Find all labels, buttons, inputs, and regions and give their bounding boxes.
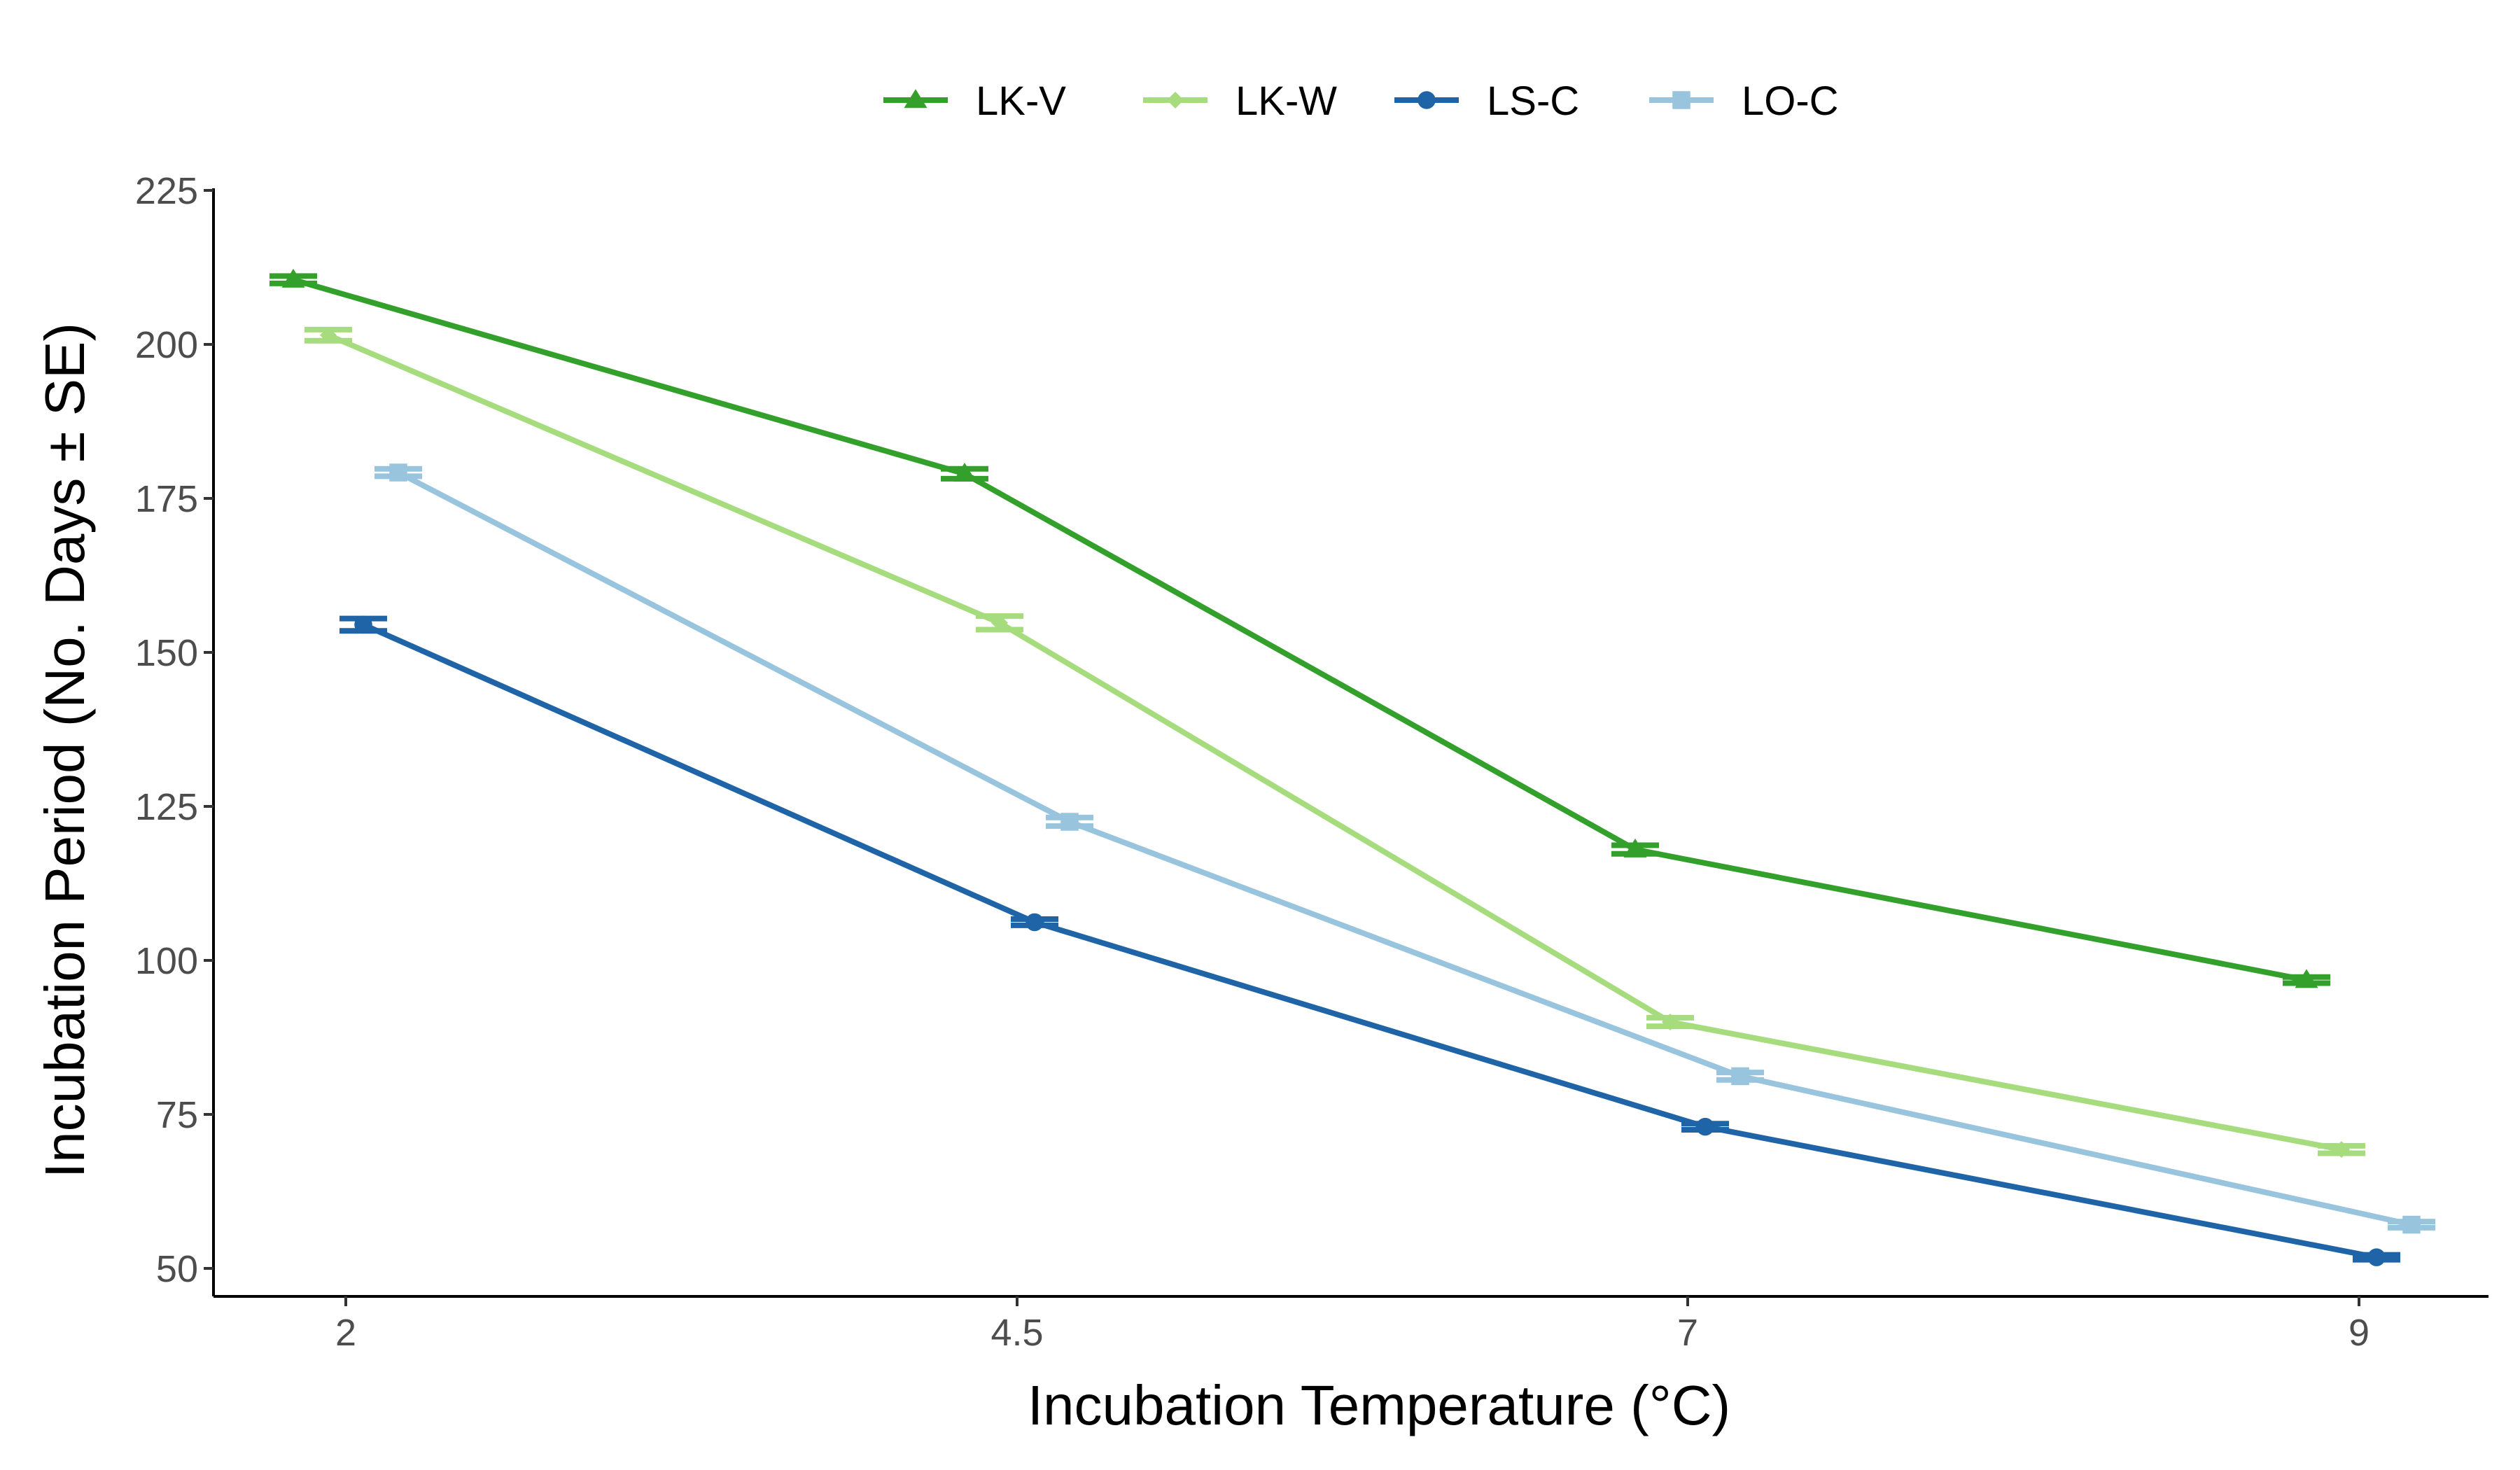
y-tick-label: 100 bbox=[135, 940, 198, 982]
point-marker bbox=[2402, 1215, 2421, 1234]
point-marker bbox=[953, 463, 976, 482]
legend: LK-V LK-W LS-C LO-C bbox=[883, 78, 1839, 124]
x-tick-label: 4.5 bbox=[990, 1312, 1043, 1354]
y-tick-label: 225 bbox=[135, 170, 198, 212]
y-tick-label: 75 bbox=[156, 1094, 198, 1136]
point-marker bbox=[1026, 913, 1044, 932]
point-marker bbox=[389, 463, 407, 482]
point-marker bbox=[281, 268, 305, 288]
y-tick-label: 50 bbox=[156, 1248, 198, 1290]
point-marker bbox=[1696, 1117, 1714, 1136]
axes: 50 75 100 125 150 175 200 225 2 4.5 7 9 bbox=[135, 170, 2488, 1354]
y-tick-label: 125 bbox=[135, 786, 198, 828]
y-tick-label: 175 bbox=[135, 478, 198, 520]
series-lk-w bbox=[304, 326, 2365, 1158]
series-layer bbox=[270, 268, 2435, 1266]
legend-item-lo-c: LO-C bbox=[1649, 78, 1839, 124]
legend-item-lk-v: LK-V bbox=[883, 78, 1066, 124]
legend-item-lk-w: LK-W bbox=[1143, 78, 1337, 124]
legend-label: LK-V bbox=[976, 78, 1066, 124]
legend-label: LO-C bbox=[1742, 78, 1839, 124]
x-axis-title: Incubation Temperature (°C) bbox=[1028, 1374, 1730, 1436]
series-line bbox=[362, 622, 2377, 1261]
legend-item-ls-c: LS-C bbox=[1394, 78, 1579, 124]
point-marker bbox=[354, 615, 372, 634]
point-marker bbox=[2333, 1141, 2350, 1158]
point-marker bbox=[320, 326, 337, 344]
point-marker bbox=[1418, 91, 1436, 109]
series-line bbox=[327, 332, 2342, 1153]
point-marker bbox=[1662, 1014, 1679, 1030]
x-tick-label: 2 bbox=[335, 1312, 356, 1354]
x-tick-label: 9 bbox=[2348, 1312, 2370, 1354]
point-marker bbox=[2295, 969, 2318, 988]
series-line bbox=[397, 470, 2412, 1228]
point-marker bbox=[1167, 92, 1184, 108]
point-marker bbox=[2367, 1248, 2386, 1266]
point-marker bbox=[991, 614, 1008, 631]
legend-label: LS-C bbox=[1487, 78, 1579, 124]
y-tick-label: 200 bbox=[135, 324, 198, 366]
series-lk-v bbox=[270, 268, 2330, 988]
series-line bbox=[292, 276, 2307, 983]
y-axis-title: Incubation Period (No. Days ± SE) bbox=[34, 323, 96, 1178]
x-tick-label: 7 bbox=[1677, 1312, 1698, 1354]
point-marker bbox=[1060, 813, 1079, 831]
point-marker bbox=[1672, 91, 1690, 109]
series-lo-c bbox=[374, 463, 2435, 1234]
series-ls-c bbox=[340, 615, 2400, 1266]
point-marker bbox=[1623, 838, 1647, 858]
y-tick-label: 150 bbox=[135, 632, 198, 674]
point-marker bbox=[904, 89, 927, 108]
legend-label: LK-W bbox=[1236, 78, 1337, 124]
point-marker bbox=[1731, 1067, 1749, 1086]
